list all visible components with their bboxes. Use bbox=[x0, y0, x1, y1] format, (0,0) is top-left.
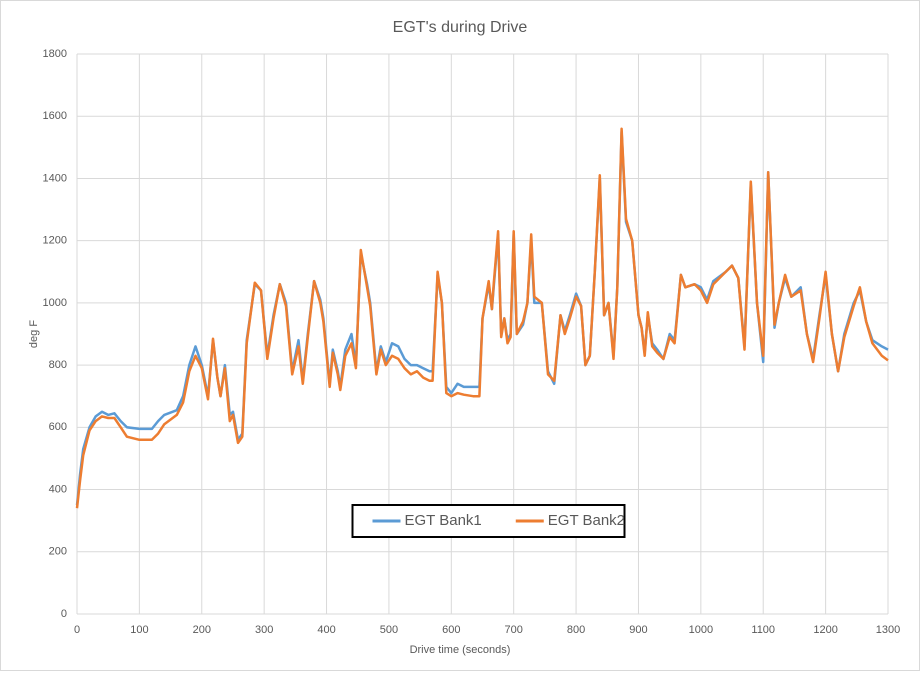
y-tick-label: 1200 bbox=[43, 235, 67, 247]
x-axis-label: Drive time (seconds) bbox=[410, 644, 511, 656]
y-tick-label: 1600 bbox=[43, 110, 67, 122]
chart-title: EGT's during Drive bbox=[393, 19, 528, 36]
legend-label: EGT Bank1 bbox=[405, 512, 482, 529]
y-tick-label: 600 bbox=[49, 421, 67, 433]
y-tick-label: 800 bbox=[49, 359, 67, 371]
x-tick-label: 1200 bbox=[813, 624, 837, 636]
x-tick-label: 700 bbox=[505, 624, 523, 636]
y-axis-label: deg F bbox=[28, 320, 40, 348]
line-series bbox=[75, 127, 889, 509]
y-tick-label: 0 bbox=[61, 608, 67, 620]
legend-label: EGT Bank2 bbox=[548, 512, 625, 529]
x-tick-label: 1100 bbox=[751, 624, 775, 636]
y-tick-label: 200 bbox=[49, 546, 67, 558]
x-tick-label: 300 bbox=[255, 624, 273, 636]
y-tick-label: 400 bbox=[49, 483, 67, 495]
legend: EGT Bank1 EGT Bank2 bbox=[351, 504, 626, 538]
x-tick-label: 0 bbox=[74, 624, 80, 636]
x-tick-label: 1000 bbox=[689, 624, 713, 636]
x-tick-label: 400 bbox=[317, 624, 335, 636]
x-tick-label: 100 bbox=[130, 624, 148, 636]
x-tick-label: 800 bbox=[567, 624, 585, 636]
x-tick-label: 1300 bbox=[876, 624, 900, 636]
x-tick-label: 600 bbox=[442, 624, 460, 636]
y-tick-label: 1400 bbox=[43, 172, 67, 184]
x-tick-label: 900 bbox=[629, 624, 647, 636]
x-tick-label: 200 bbox=[193, 624, 211, 636]
x-tick-label: 500 bbox=[380, 624, 398, 636]
y-tick-label: 1000 bbox=[43, 297, 67, 309]
y-tick-label: 1800 bbox=[43, 48, 67, 60]
